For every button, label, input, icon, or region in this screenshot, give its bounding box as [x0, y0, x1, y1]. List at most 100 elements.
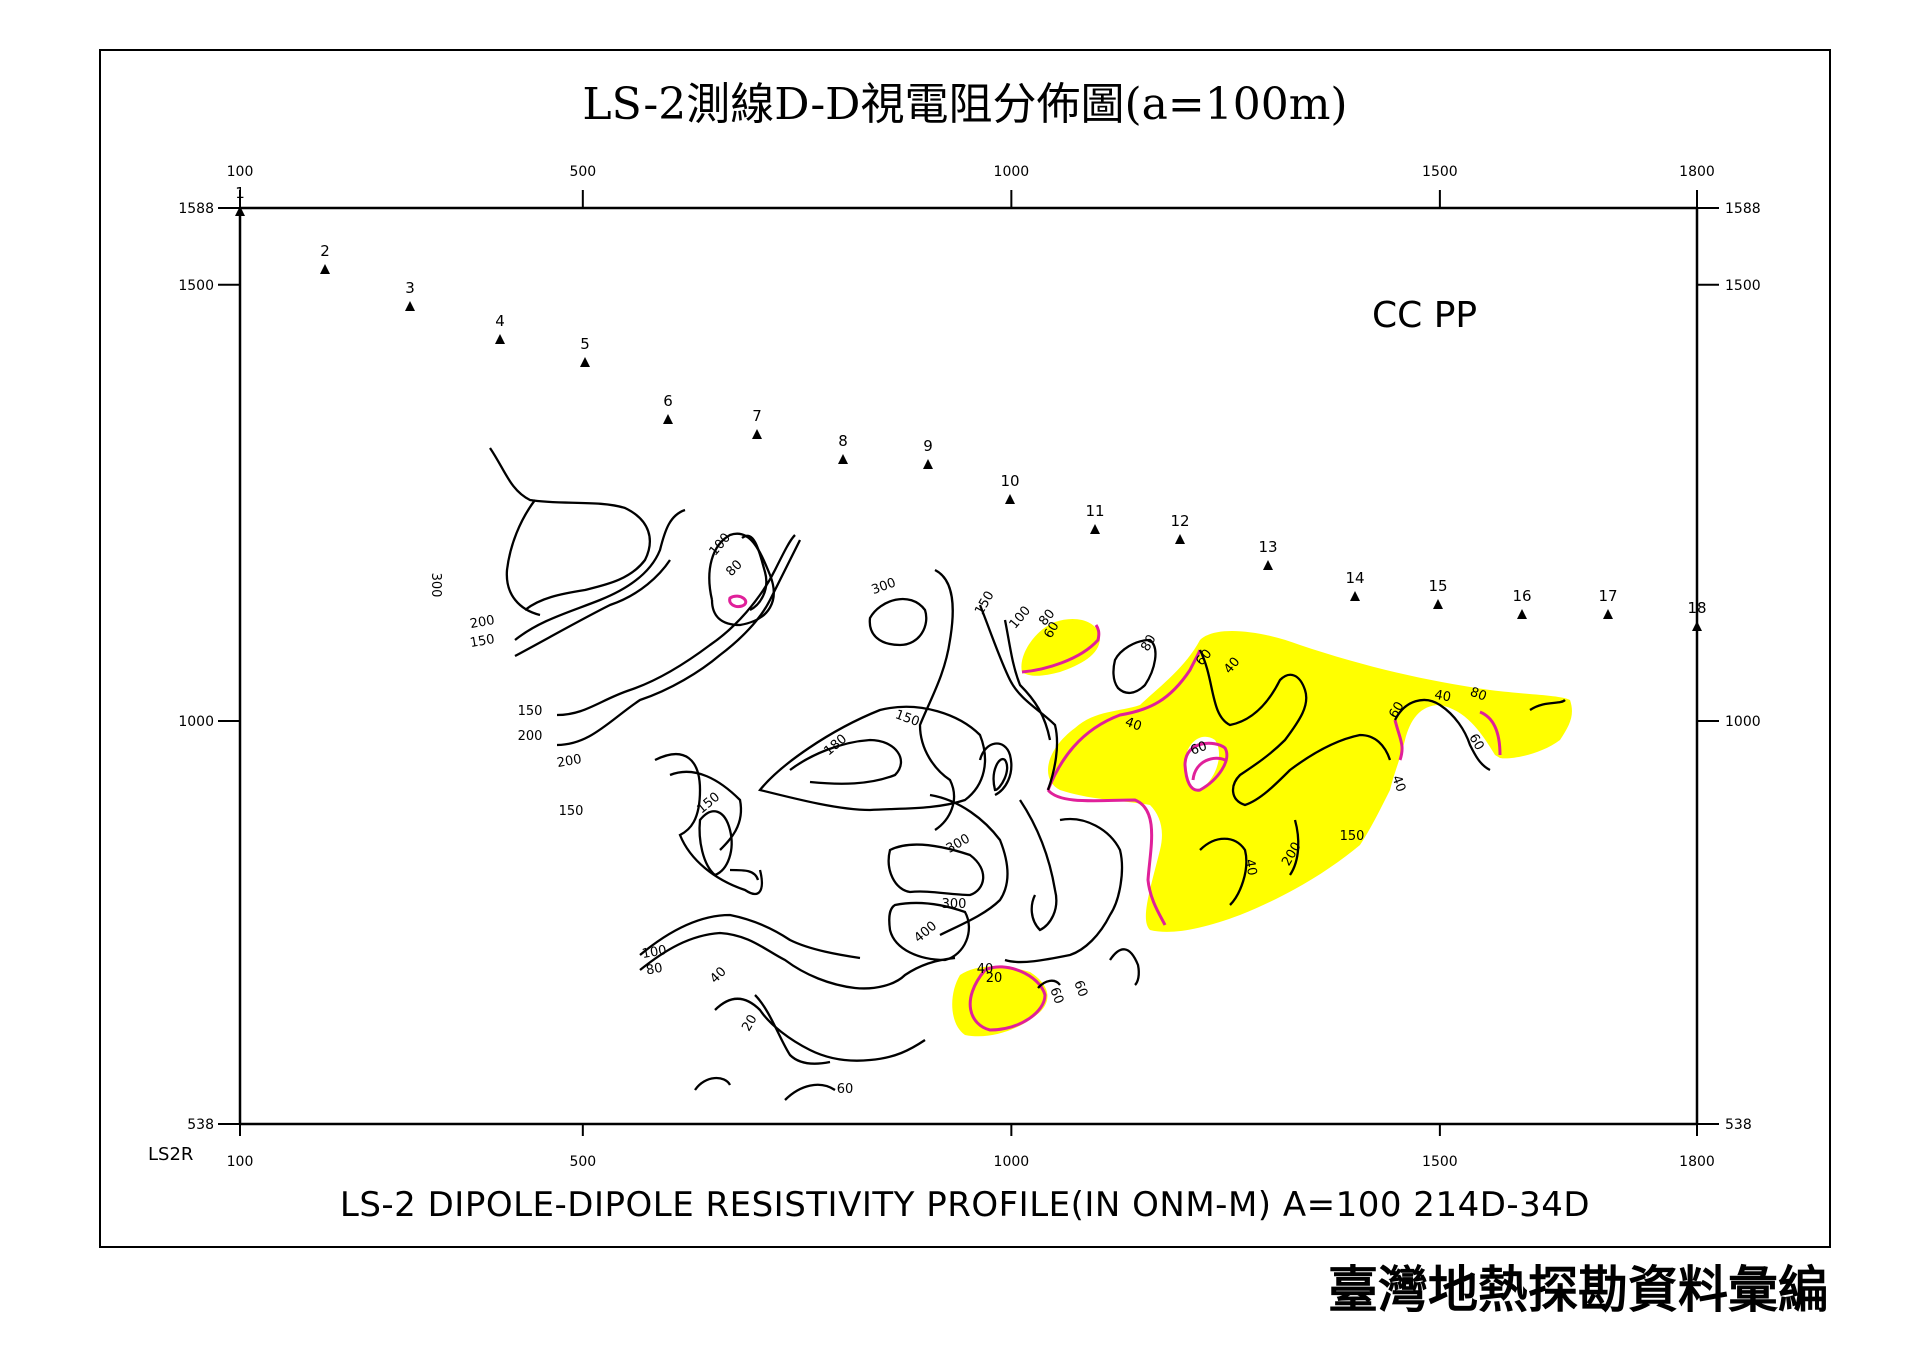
contour-label-5: 200 [556, 752, 583, 771]
magenta-contour-9 [968, 965, 1047, 1032]
contour-line-13 [992, 757, 1009, 792]
x-tick-label-bottom-1800: 1800 [1679, 1154, 1715, 1170]
x-tick-label-top-500: 500 [569, 164, 596, 180]
station-label-12: 12 [1170, 512, 1189, 530]
contour-line-19 [887, 843, 985, 897]
x-tick-label-bottom-1000: 1000 [994, 1154, 1030, 1170]
station-label-17: 17 [1598, 587, 1617, 605]
y-tick-label-left-538: 538 [187, 1117, 214, 1133]
x-tick-label-top-1800: 1800 [1679, 164, 1715, 180]
contour-line-17 [698, 810, 733, 877]
contour-label-17: 40 [1123, 715, 1144, 735]
contour-line-30 [1109, 948, 1140, 986]
contour-label-22: 60 [1465, 731, 1486, 753]
station-marker-12 [1175, 534, 1185, 544]
contour-label-8: 80 [723, 557, 745, 579]
contour-line-11 [978, 604, 1059, 791]
contour-line-15 [789, 738, 902, 785]
contour-line-32 [1198, 649, 1392, 807]
magenta-contour-7 [1479, 710, 1502, 756]
contour-line-3 [514, 559, 671, 658]
x-tick-label-top-1500: 1500 [1422, 164, 1458, 180]
station-marker-15 [1433, 599, 1443, 609]
x-tick-label-bottom-500: 500 [569, 1154, 596, 1170]
contour-label-30: 20 [986, 971, 1003, 986]
contour-line-6 [556, 539, 802, 747]
station-marker-13 [1263, 560, 1273, 570]
y-tick-label-right-1500: 1500 [1725, 278, 1761, 294]
station-label-16: 16 [1512, 587, 1531, 605]
contour-line-8 [505, 499, 541, 617]
contour-line-34 [1289, 819, 1300, 876]
contour-label-20: 40 [1433, 688, 1452, 706]
station-marker-16 [1517, 609, 1527, 619]
x-tick-label-top-1000: 1000 [994, 164, 1030, 180]
contour-line-18 [654, 753, 764, 896]
station-marker-11 [1090, 524, 1100, 534]
axes [238, 206, 1699, 1126]
contour-line-12 [1003, 619, 1052, 741]
magenta-contour-5 [1183, 741, 1229, 792]
axis-ticks [218, 190, 1719, 1136]
contour-label-39: 60 [837, 1082, 854, 1097]
contour-label-31: 40 [977, 962, 994, 977]
station-marker-3 [405, 301, 415, 311]
contour-label-21: 80 [1468, 685, 1489, 705]
contour-label-36: 80 [645, 961, 664, 979]
contour-lines [489, 447, 1566, 1101]
contour-label-34: 150 [1340, 829, 1365, 844]
contour-line-26 [639, 931, 956, 990]
station-label-15: 15 [1428, 577, 1447, 595]
contour-line-35 [1529, 699, 1566, 711]
magenta-contour-2 [1021, 624, 1101, 674]
contour-line-33 [1199, 837, 1248, 906]
station-marker-8 [838, 454, 848, 464]
contour-label-18: 60 [1188, 739, 1209, 759]
contour-label-24: 180 [821, 732, 850, 759]
magenta-contour-8 [1191, 756, 1226, 781]
x-tick-label-bottom-1500: 1500 [1422, 1154, 1458, 1170]
contour-line-7 [556, 534, 796, 717]
footer-label: 臺灣地熱探勘資料彙編 [1328, 1261, 1828, 1319]
contour-label-41: 60 [1046, 985, 1066, 1006]
annotation-cc-pp: CC PP [1372, 295, 1477, 336]
station-marker-18 [1692, 621, 1702, 631]
station-marker-2 [320, 264, 330, 274]
station-marker-7 [752, 429, 762, 439]
y-tick-label-right-1588: 1588 [1725, 201, 1761, 217]
contour-line-22 [1019, 799, 1058, 932]
station-label-2: 2 [320, 242, 330, 260]
station-label-6: 6 [663, 392, 673, 410]
contour-label-3: 150 [518, 704, 543, 719]
station-marker-5 [580, 357, 590, 367]
line-label: LS2R [148, 1144, 193, 1165]
station-marker-10 [1005, 494, 1015, 504]
axis-tick-labels: 1001005005001000100015001500180018001588… [178, 164, 1760, 1170]
contour-line-21 [978, 742, 1013, 797]
station-label-3: 3 [405, 279, 415, 297]
contour-line-25 [639, 913, 861, 960]
contour-label-4: 200 [518, 729, 543, 744]
contour-label-10: 150 [972, 589, 997, 618]
station-label-10: 10 [1000, 472, 1019, 490]
contour-label-9: 300 [870, 575, 898, 598]
contour-line-23 [1004, 817, 1124, 964]
station-marker-1 [235, 206, 245, 216]
magenta-contour-3 [1046, 649, 1202, 791]
station-label-14: 14 [1345, 569, 1364, 587]
station-marker-6 [663, 414, 673, 424]
contour-label-23: 40 [1388, 773, 1408, 794]
station-label-1: 1 [235, 184, 245, 202]
station-label-13: 13 [1258, 538, 1277, 556]
contour-line-2 [514, 508, 686, 641]
contour-line-28 [754, 994, 831, 1065]
contour-label-29: 400 [911, 919, 940, 946]
low-zone-right [1048, 630, 1572, 932]
magenta-contour-1 [728, 594, 748, 608]
contour-label-25: 150 [893, 707, 921, 730]
contour-label-32: 40 [1242, 858, 1260, 877]
station-marker-17 [1603, 609, 1613, 619]
contour-label-13: 60 [1041, 619, 1062, 641]
x-tick-label-top-100: 100 [227, 164, 254, 180]
